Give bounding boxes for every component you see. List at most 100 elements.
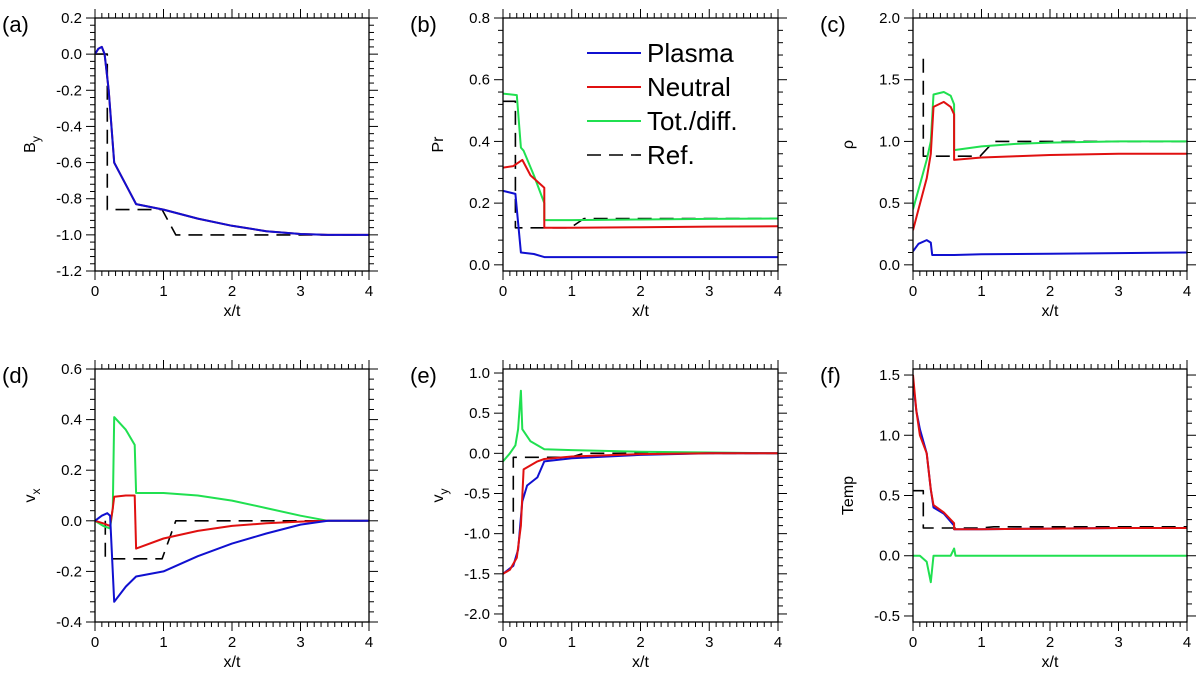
y-tick-label: 0.0 — [879, 548, 900, 565]
y-axis-label: Pr — [430, 136, 447, 153]
panel-f: 0 1 2 3 4 -0.5 0.0 0.5 1.0 1.5 x/t Temp (f) — [820, 360, 1196, 671]
y-tick-label: 0.0 — [61, 46, 82, 63]
series-line-ref — [104, 519, 369, 560]
x-tick-label: 4 — [365, 283, 373, 300]
x-axis-label: x/t — [224, 303, 241, 320]
y-tick-label: 0.2 — [469, 195, 490, 212]
series-group — [95, 416, 369, 603]
panel-b: 0 1 2 3 4 0.0 0.2 0.4 0.6 0.8 x/t Pr (b) Plasma Neutra… — [410, 9, 787, 320]
x-axis-label: x/t — [1042, 303, 1059, 320]
y-tick-label: 0.0 — [879, 257, 900, 274]
series-line-plasma — [503, 452, 778, 575]
series-line-plasma — [503, 189, 778, 259]
panel-e: 0 1 2 3 4 -2.0 -1.5 -1.0 -0.5 0.0 0.5 1.0 x/t vy (e) — [410, 360, 787, 671]
x-tick-label: 4 — [774, 283, 782, 300]
panel-label: (c) — [820, 12, 846, 37]
y-tick-label: 0.0 — [469, 257, 490, 274]
y-axis-label: ρ — [840, 140, 857, 149]
x-axis-label: x/t — [632, 654, 649, 671]
y-tick-label: -0.2 — [56, 563, 82, 580]
x-tick-label: 0 — [91, 634, 99, 651]
y-tick-label: 1.0 — [879, 133, 900, 150]
y-axis-label: vy — [430, 489, 451, 503]
panel-label: (b) — [410, 12, 437, 37]
plot-frame — [502, 368, 779, 623]
series-line-plasma — [913, 239, 1187, 256]
series-group — [913, 374, 1187, 584]
series-line-neutral — [503, 158, 778, 229]
x-tick-label: 3 — [296, 283, 304, 300]
series-line-neutral — [913, 100, 1187, 231]
x-tick-label: 3 — [296, 634, 304, 651]
series-line-plasma — [95, 512, 369, 603]
y-tick-label: -1.5 — [464, 566, 490, 583]
x-tick-label: 1 — [977, 283, 985, 300]
y-tick-label: -0.8 — [56, 191, 82, 208]
series-line-plasma — [913, 380, 1187, 531]
x-tick-label: 1 — [159, 283, 167, 300]
y-axis-label: Temp — [840, 476, 857, 515]
x-tick-label: 4 — [1183, 283, 1191, 300]
y-tick-label: 0.6 — [61, 361, 82, 378]
y-tick-label: 1.5 — [879, 72, 900, 89]
series-line-totdiff — [913, 91, 1187, 210]
x-tick-label: 1 — [568, 634, 576, 651]
x-tick-label: 2 — [636, 634, 644, 651]
plot-frame — [94, 368, 370, 623]
y-tick-label: -0.4 — [56, 614, 82, 631]
series-line-ref — [503, 100, 778, 229]
y-tick-label: 0.4 — [469, 133, 490, 150]
series-group — [503, 389, 778, 575]
y-tick-label: -1.0 — [464, 526, 490, 543]
y-tick-label: 0.0 — [61, 513, 82, 530]
x-axis-label: x/t — [632, 303, 649, 320]
y-tick-label: 0.0 — [469, 445, 490, 462]
series-line-totdiff — [913, 547, 1187, 584]
series-line-ref — [95, 53, 369, 236]
y-tick-label: 0.5 — [469, 405, 490, 422]
y-tick-label: 0.2 — [61, 462, 82, 479]
y-tick-label: 1.0 — [469, 365, 490, 382]
plot-frame — [502, 17, 779, 272]
x-tick-label: 4 — [1183, 634, 1191, 651]
panel-d: 0 1 2 3 4 -0.4 -0.2 0.0 0.2 0.4 0.6 x/t vx (d) — [2, 360, 378, 671]
panel-label: (a) — [2, 12, 29, 37]
y-axis-label: By — [22, 136, 43, 153]
panel-label: (e) — [410, 363, 437, 388]
y-axis-label-subscript: y — [437, 489, 451, 495]
x-tick-label: 3 — [705, 283, 713, 300]
x-tick-label: 3 — [1114, 634, 1122, 651]
legend-label-neutral: Neutral — [647, 72, 731, 102]
x-tick-label: 0 — [499, 634, 507, 651]
x-tick-label: 2 — [1046, 634, 1054, 651]
x-tick-label: 2 — [636, 283, 644, 300]
y-tick-label: 0.2 — [61, 10, 82, 27]
y-axis-label-subscript: x — [29, 489, 43, 495]
series-line-totdiff — [503, 389, 778, 463]
y-tick-label: 0.8 — [469, 10, 490, 27]
x-tick-label: 3 — [705, 634, 713, 651]
series-line-neutral — [95, 45, 369, 236]
plot-frame — [912, 368, 1188, 623]
series-line-neutral — [95, 494, 369, 550]
y-tick-label: 0.5 — [879, 195, 900, 212]
legend-label-plasma: Plasma — [647, 38, 734, 68]
x-tick-label: 0 — [909, 283, 917, 300]
x-tick-label: 4 — [365, 634, 373, 651]
series-group — [913, 58, 1187, 256]
series-group — [95, 45, 369, 236]
y-tick-label: -1.0 — [56, 227, 82, 244]
y-axis-label: vx — [22, 489, 43, 503]
x-tick-label: 2 — [1046, 283, 1054, 300]
y-tick-label: -0.2 — [56, 82, 82, 99]
x-axis-label: x/t — [224, 654, 241, 671]
series-group — [503, 92, 778, 259]
series-line-ref — [913, 489, 1187, 529]
y-tick-label: -1.2 — [56, 263, 82, 280]
y-tick-label: 0.4 — [61, 412, 82, 429]
x-tick-label: 2 — [228, 634, 236, 651]
x-tick-label: 0 — [91, 283, 99, 300]
y-tick-label: -0.5 — [874, 608, 900, 625]
series-line-neutral — [503, 452, 778, 575]
